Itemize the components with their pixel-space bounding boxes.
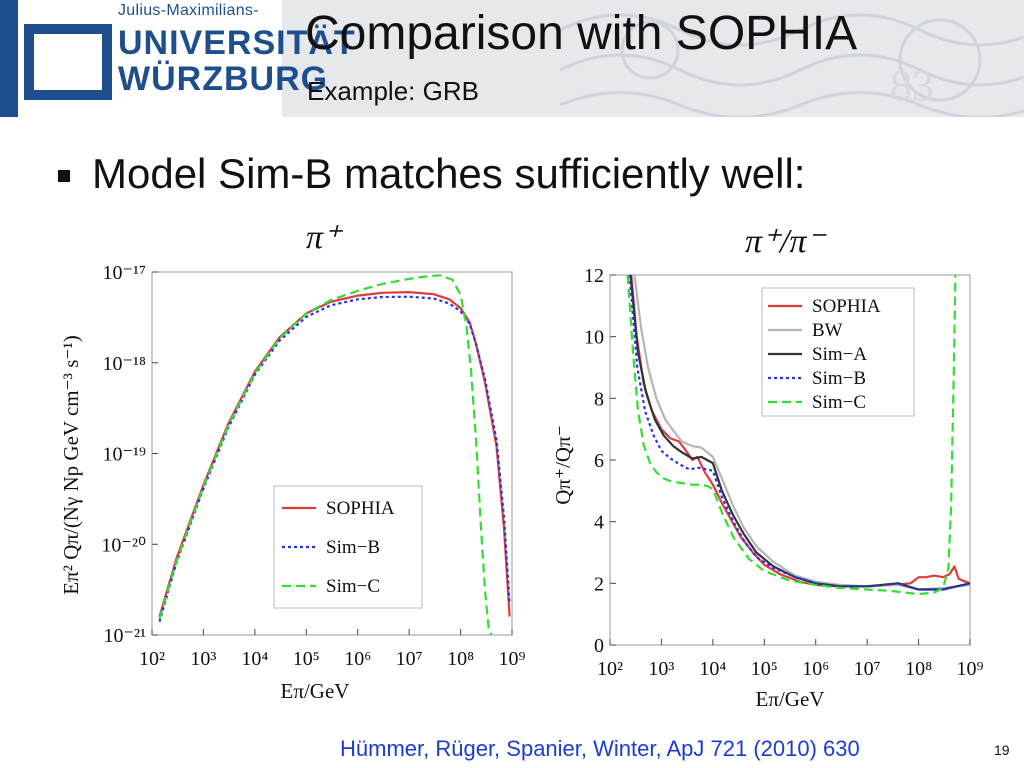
chart1-ytick-label: 10⁻¹⁹: [102, 444, 146, 466]
logo-small-text: Julius-Maximilians-: [118, 2, 259, 19]
slide-header: 83 Julius-Maximilians- UNIVERSITÄT WÜRZB…: [0, 0, 1024, 117]
chart1-ylabel: Eπ² Qπ/(Nγ Np GeV cm⁻³ s⁻¹): [59, 335, 83, 595]
slide-title: Comparison with SOPHIA: [305, 7, 858, 60]
chart1-ytick-label: 10⁻²⁰: [101, 534, 146, 556]
logo-line-wuerzburg: WÜRZBURG: [118, 60, 329, 98]
chart1-legend-label: Sim−B: [326, 537, 380, 558]
chart1-legend-label: SOPHIA: [326, 498, 395, 519]
chart1-ytick-label: 10⁻¹⁸: [102, 353, 146, 375]
logo-stripe: [0, 0, 18, 117]
chart1-xtick-label: 10⁹: [499, 648, 526, 670]
chart1-xtick-label: 10⁶: [344, 648, 371, 670]
citation: Hümmer, Rüger, Spanier, Winter, ApJ 721 …: [340, 736, 860, 761]
chart1-label: π⁺: [306, 219, 344, 256]
chart1-xtick-label: 10⁷: [396, 648, 423, 670]
chart1-series-sim-c: [158, 274, 493, 636]
chart1-xtick-label: 10⁸: [447, 648, 474, 670]
page-number: 19: [994, 742, 1010, 758]
bullet-text: Model Sim-B matches sufficiently well:: [92, 150, 806, 197]
university-logo: Julius-Maximilians- UNIVERSITÄT WÜRZBURG: [0, 0, 355, 117]
chart1-legend-label: Sim−C: [326, 576, 380, 597]
logo-square-icon: [24, 24, 112, 100]
header-background-pattern: 83: [560, 13, 1024, 117]
chart1-series-sim-b: [158, 295, 511, 623]
chart1-xlabel: Eπ/GeV: [281, 679, 350, 703]
chart1-legend-box: [273, 485, 423, 609]
header-pattern-digits: 83: [890, 61, 934, 110]
chart1-ytick-label: 10⁻²¹: [103, 625, 146, 647]
bullet-square-icon: [58, 170, 70, 182]
chart1-legend: SOPHIA Sim−B Sim−C: [273, 485, 423, 609]
logo-line-universitaet: UNIVERSITÄT: [118, 24, 356, 62]
chart1-xtick-label: 10³: [190, 648, 216, 670]
chart1-xtick-label: 10⁵: [293, 648, 320, 670]
chart1-xtick-label: 10²: [139, 648, 165, 670]
chart1-ytick-label: 10⁻¹⁷: [102, 262, 146, 284]
slide-subtitle: Example: GRB: [307, 76, 479, 106]
chart1-xtick-label: 10⁴: [241, 648, 268, 670]
